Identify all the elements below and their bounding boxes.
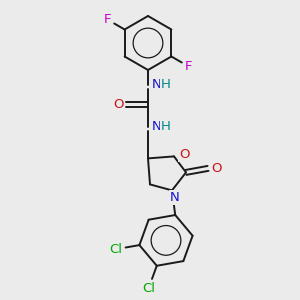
Text: N: N (152, 78, 162, 91)
Text: N: N (170, 191, 180, 204)
Text: F: F (103, 13, 111, 26)
Text: H: H (161, 120, 171, 133)
Text: O: O (179, 148, 189, 161)
Text: O: O (211, 162, 221, 175)
Text: F: F (185, 60, 193, 73)
Text: O: O (113, 98, 123, 111)
Text: H: H (161, 78, 171, 91)
Text: Cl: Cl (109, 243, 122, 256)
Text: Cl: Cl (142, 282, 155, 295)
Text: N: N (152, 120, 162, 133)
